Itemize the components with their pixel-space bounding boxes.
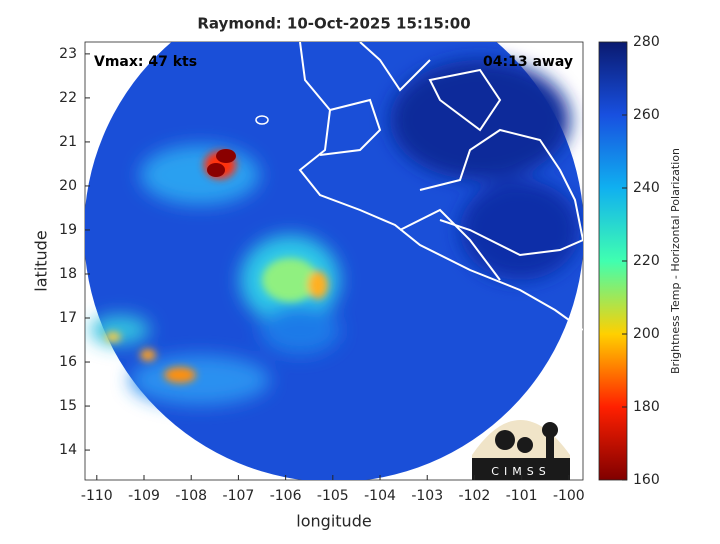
cimss-logo: CIMSS bbox=[472, 420, 570, 480]
y-tick-label: 17 bbox=[59, 310, 77, 326]
colorbar-tick-label: 160 bbox=[633, 472, 660, 488]
colorbar-tick-label: 180 bbox=[633, 399, 660, 415]
x-tick-label: -100 bbox=[553, 488, 585, 504]
x-tick-label: -102 bbox=[459, 488, 491, 504]
coastline bbox=[298, 42, 583, 331]
x-tick-label: -110 bbox=[81, 488, 113, 504]
x-axis-label: longitude bbox=[296, 512, 371, 531]
x-tick-label: -105 bbox=[317, 488, 349, 504]
x-tick-label: -103 bbox=[411, 488, 443, 504]
y-tick-label: 21 bbox=[59, 134, 77, 150]
y-axis-label: latitude bbox=[32, 230, 51, 291]
x-tick-label: -104 bbox=[364, 488, 396, 504]
y-tick-label: 15 bbox=[59, 398, 77, 414]
vmax-annotation: Vmax: 47 kts bbox=[94, 54, 197, 70]
satellite-image bbox=[85, 42, 583, 480]
y-tick-label: 18 bbox=[59, 266, 77, 282]
y-tick-label: 23 bbox=[59, 46, 77, 62]
x-tick-label: -109 bbox=[128, 488, 160, 504]
x-tick-label: -108 bbox=[175, 488, 207, 504]
time-annotation: 04:13 away bbox=[483, 54, 573, 70]
x-tick-label: -106 bbox=[270, 488, 302, 504]
x-tick-label: -107 bbox=[223, 488, 255, 504]
y-tick-label: 22 bbox=[59, 90, 77, 106]
y-tick-label: 20 bbox=[59, 178, 77, 194]
logo-text: CIMSS bbox=[491, 465, 550, 478]
colorbar-tick-label: 260 bbox=[633, 107, 660, 123]
colorbar-tick-label: 220 bbox=[633, 253, 660, 269]
y-tick-label: 19 bbox=[59, 222, 77, 238]
colorbar-label: Brightness Temp - Horizontal Polarizatio… bbox=[669, 148, 682, 374]
y-tick-label: 14 bbox=[59, 442, 77, 458]
y-tick-label: 16 bbox=[59, 354, 77, 370]
chart-title: Raymond: 10-Oct-2025 15:15:00 bbox=[197, 15, 470, 33]
x-tick-label: -101 bbox=[506, 488, 538, 504]
colorbar-tick-label: 200 bbox=[633, 326, 660, 342]
colorbar-tick-label: 240 bbox=[633, 180, 660, 196]
colorbar-tick-label: 280 bbox=[633, 34, 660, 50]
